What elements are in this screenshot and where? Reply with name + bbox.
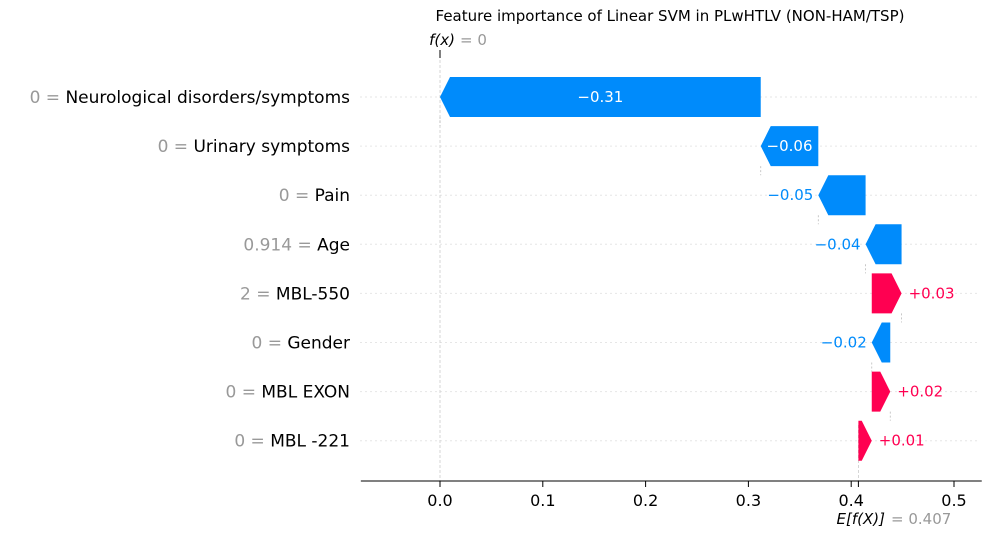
bar-value-label: −0.31 — [577, 88, 623, 106]
bars: −0.31 −0.06 −0.05 −0.04 +0.03 −0.02 +0.02 +0.01 — [439, 77, 955, 461]
feature-label: 0 = MBL -221 — [234, 432, 350, 452]
waterfall-bar — [440, 77, 761, 117]
x-tick-label: 0.2 — [633, 491, 658, 510]
waterfall-bar — [858, 420, 872, 461]
waterfall-bar — [818, 175, 866, 216]
waterfall-bar — [871, 273, 902, 314]
bar-value-label: −0.04 — [815, 235, 861, 253]
waterfall-bar — [871, 322, 891, 363]
bar-value-label: +0.01 — [879, 432, 925, 450]
bar-value-label: +0.02 — [897, 383, 943, 401]
x-tick-label: 0.3 — [736, 491, 761, 510]
x-tick-label: 0.0 — [427, 491, 452, 510]
feature-label: 0 = Neurological disorders/symptoms — [30, 88, 351, 108]
x-axis: 0.0 0.1 0.2 0.3 0.4 0.5 — [360, 480, 982, 510]
bar-value-label: +0.03 — [909, 284, 955, 302]
bar-value-label: −0.06 — [767, 137, 813, 155]
feature-label: 0 = MBL EXON — [226, 383, 350, 403]
x-tick-label: 0.5 — [941, 491, 966, 510]
base-label: E[f(X)] — [837, 510, 886, 528]
bar-value-label: −0.02 — [821, 334, 867, 352]
feature-label: 0 = Gender — [251, 334, 350, 354]
bar-value-label: −0.05 — [767, 186, 813, 204]
fx-label: f(x) — [429, 31, 455, 49]
base-value: = 0.407 — [891, 510, 951, 528]
fx-value: = 0 — [460, 31, 487, 49]
waterfall-bar — [865, 224, 902, 265]
feature-label: 0.914 = Age — [243, 235, 350, 255]
x-tick-label: 0.4 — [838, 491, 863, 510]
waterfall-bar — [760, 126, 819, 167]
waterfall-bar — [871, 371, 891, 412]
base-value-footer: E[f(X)] = 0.407 — [837, 510, 952, 528]
feature-label: 0 = Urinary symptoms — [158, 137, 351, 157]
chart-title: Feature importance of Linear SVM in PLwH… — [436, 7, 905, 25]
fx-header: f(x) = 0 — [429, 31, 487, 49]
feature-labels: 0 = Neurological disorders/symptoms 0 = U… — [30, 88, 351, 452]
x-tick-label: 0.1 — [530, 491, 555, 510]
feature-label: 0 = Pain — [279, 186, 350, 206]
feature-label: 2 = MBL-550 — [240, 284, 350, 304]
